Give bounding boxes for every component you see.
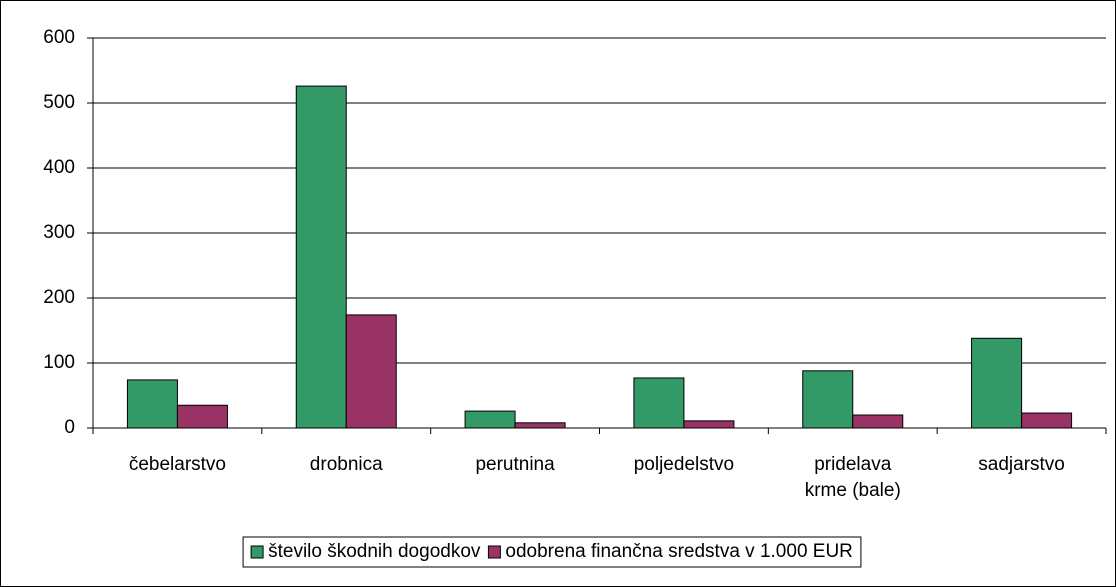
x-tick-label: poljedelstvo bbox=[634, 454, 734, 475]
y-tick-label: 300 bbox=[43, 222, 75, 243]
bar bbox=[176, 404, 228, 429]
legend-swatch bbox=[250, 545, 264, 559]
x-tick-label: perutnina bbox=[475, 454, 555, 475]
y-tick-label: 400 bbox=[43, 157, 75, 178]
bar bbox=[852, 414, 904, 429]
bar bbox=[295, 85, 347, 429]
y-tick-label: 0 bbox=[64, 417, 75, 438]
legend: število škodnih dogodkov odobrena finančn… bbox=[242, 536, 862, 568]
legend-box bbox=[242, 536, 862, 568]
bar bbox=[1021, 412, 1073, 429]
bar bbox=[971, 337, 1023, 429]
legend-swatch bbox=[487, 545, 501, 559]
y-tick-label: 500 bbox=[43, 92, 75, 113]
x-tick-label: sadjarstvo bbox=[978, 454, 1065, 475]
bar bbox=[633, 377, 685, 429]
y-tick-label: 100 bbox=[43, 352, 75, 373]
bar bbox=[464, 410, 516, 429]
bar bbox=[802, 370, 854, 429]
legend-label: število škodnih dogodkov bbox=[268, 541, 481, 562]
x-tick-label: drobnica bbox=[310, 454, 383, 475]
legend-label: odobrena finančna sredstva v 1.000 EUR bbox=[505, 541, 853, 562]
bar bbox=[345, 314, 397, 429]
x-tick-label: čebelarstvo bbox=[129, 454, 226, 475]
bar bbox=[126, 379, 178, 429]
x-tick-label: pridelava krme (bale) bbox=[805, 454, 901, 501]
bar bbox=[514, 422, 566, 429]
bar bbox=[683, 420, 735, 429]
y-tick-label: 600 bbox=[43, 27, 75, 48]
y-tick-label: 200 bbox=[43, 287, 75, 308]
